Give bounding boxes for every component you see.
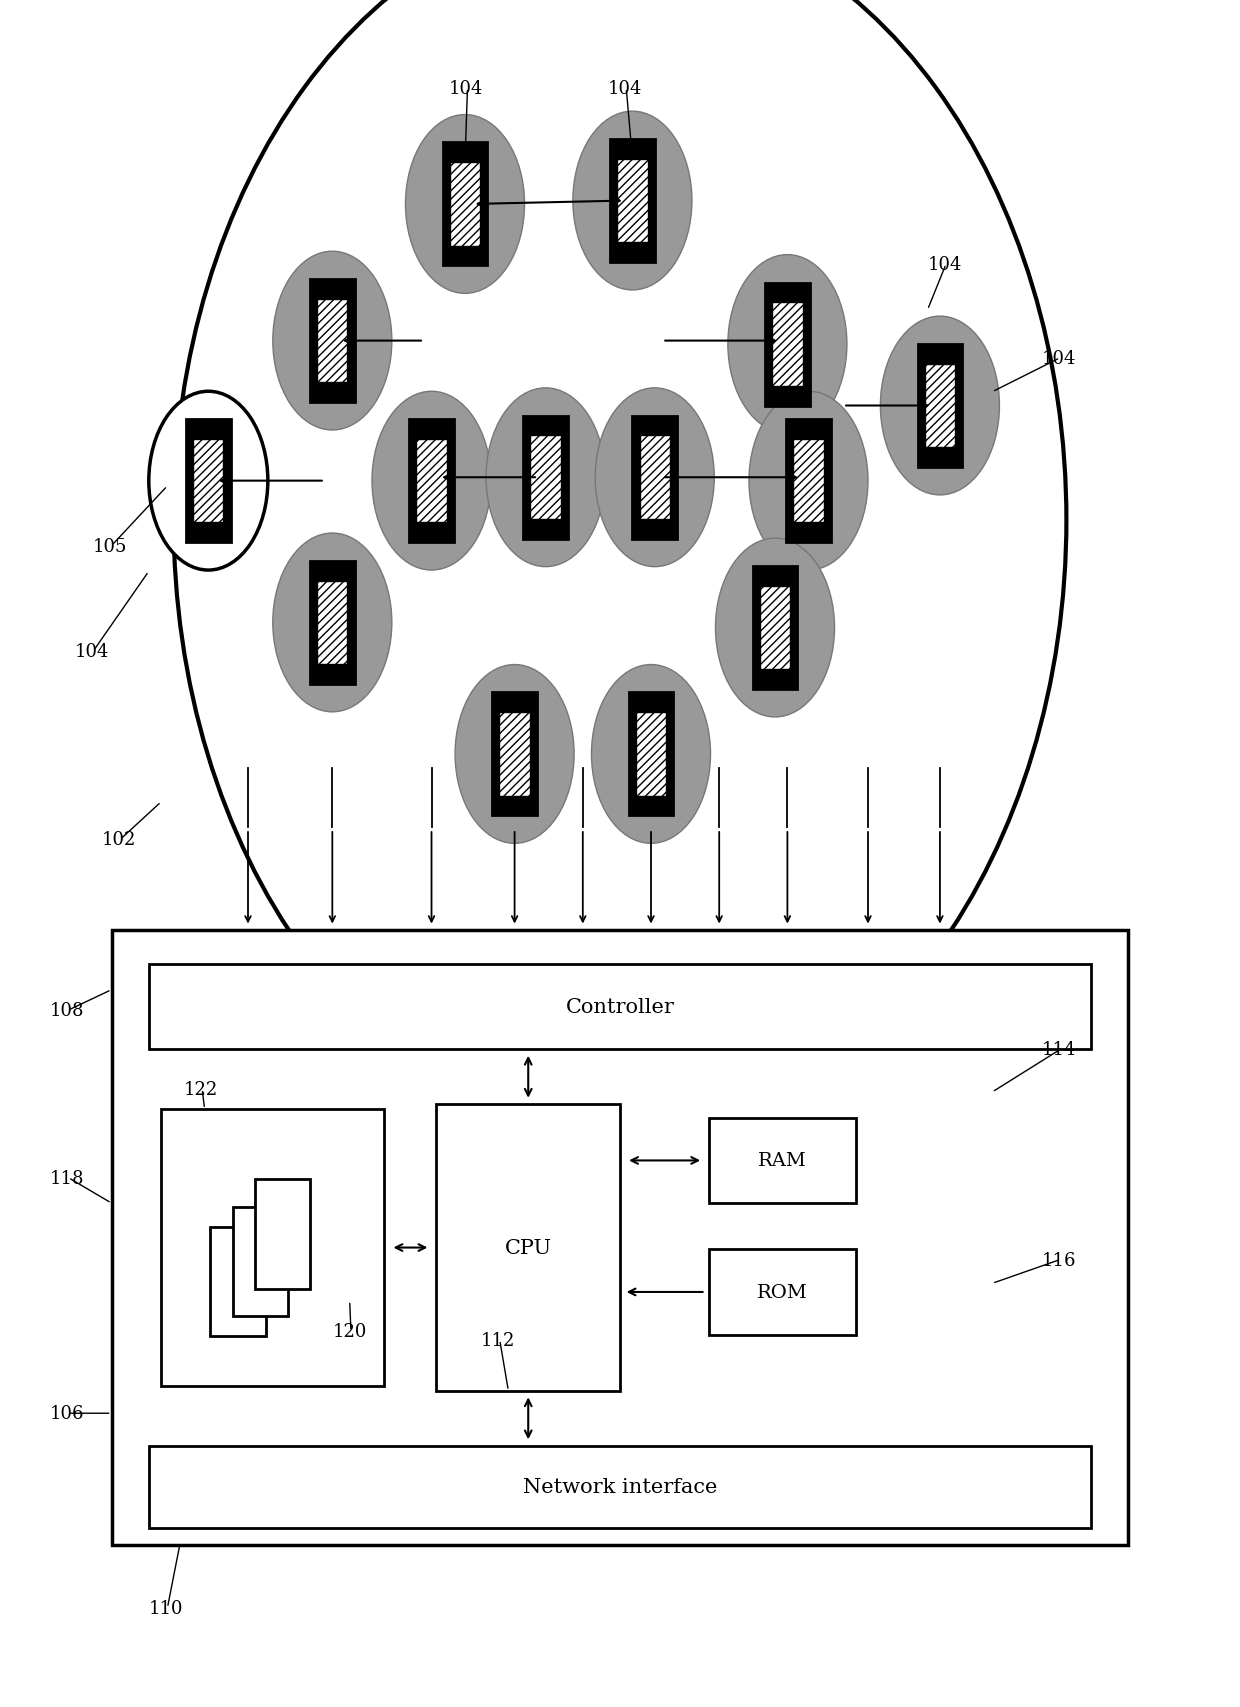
Text: 106: 106 [50, 1405, 84, 1422]
Bar [149, 1446, 1091, 1528]
Bar [161, 1110, 384, 1386]
Ellipse shape [591, 666, 711, 843]
Text: 116: 116 [1042, 1251, 1076, 1268]
Bar [417, 440, 446, 522]
Bar [640, 437, 670, 519]
Text: 105: 105 [93, 538, 128, 555]
Text: 104: 104 [1042, 350, 1076, 367]
Bar [531, 437, 560, 519]
Text: ROM: ROM [758, 1284, 807, 1301]
Bar [450, 164, 480, 246]
Bar [753, 567, 797, 690]
Bar [523, 417, 568, 539]
Text: 104: 104 [608, 80, 642, 97]
Text: 114: 114 [1042, 1041, 1076, 1058]
Bar [629, 693, 673, 816]
Bar [310, 280, 355, 403]
Bar [255, 1180, 310, 1289]
Bar [186, 420, 231, 543]
Bar [632, 417, 677, 539]
Bar [925, 365, 955, 447]
Ellipse shape [880, 318, 999, 495]
Text: 118: 118 [50, 1169, 84, 1186]
Bar [193, 440, 223, 522]
Text: 104: 104 [449, 80, 484, 97]
Bar [317, 300, 347, 382]
Text: Network interface: Network interface [523, 1477, 717, 1497]
Ellipse shape [573, 113, 692, 290]
Bar [112, 930, 1128, 1545]
Text: 104: 104 [74, 644, 109, 661]
Ellipse shape [273, 534, 392, 712]
Bar [436, 1104, 620, 1391]
Bar [618, 160, 647, 242]
Bar [211, 1227, 265, 1337]
Bar [317, 582, 347, 664]
Text: 104: 104 [928, 256, 962, 273]
Bar [760, 587, 790, 669]
Ellipse shape [728, 256, 847, 434]
Bar [765, 283, 810, 406]
Text: CPU: CPU [505, 1238, 552, 1258]
Bar [409, 420, 454, 543]
Ellipse shape [174, 0, 1066, 1132]
Bar [310, 562, 355, 685]
Bar [149, 964, 1091, 1050]
Ellipse shape [372, 393, 491, 570]
Bar [500, 714, 529, 795]
Ellipse shape [273, 253, 392, 430]
Bar [492, 693, 537, 816]
Text: 102: 102 [102, 831, 136, 848]
Ellipse shape [749, 393, 868, 570]
Bar [918, 345, 962, 468]
Bar [773, 304, 802, 386]
Text: Controller: Controller [565, 997, 675, 1017]
Bar [786, 420, 831, 543]
Ellipse shape [486, 389, 605, 567]
Text: 110: 110 [149, 1599, 184, 1617]
Bar [636, 714, 666, 795]
Bar [443, 143, 487, 266]
Bar [233, 1207, 288, 1316]
Bar [610, 140, 655, 263]
Text: RAM: RAM [758, 1152, 807, 1169]
Text: 108: 108 [50, 1002, 84, 1019]
Ellipse shape [595, 389, 714, 567]
Ellipse shape [405, 116, 525, 294]
Ellipse shape [149, 393, 268, 570]
Ellipse shape [455, 666, 574, 843]
Bar [794, 440, 823, 522]
Text: 120: 120 [332, 1323, 367, 1340]
Ellipse shape [715, 539, 835, 717]
Text: 112: 112 [481, 1331, 516, 1349]
Bar [709, 1118, 856, 1203]
Bar [709, 1250, 856, 1335]
Text: 122: 122 [184, 1081, 218, 1098]
